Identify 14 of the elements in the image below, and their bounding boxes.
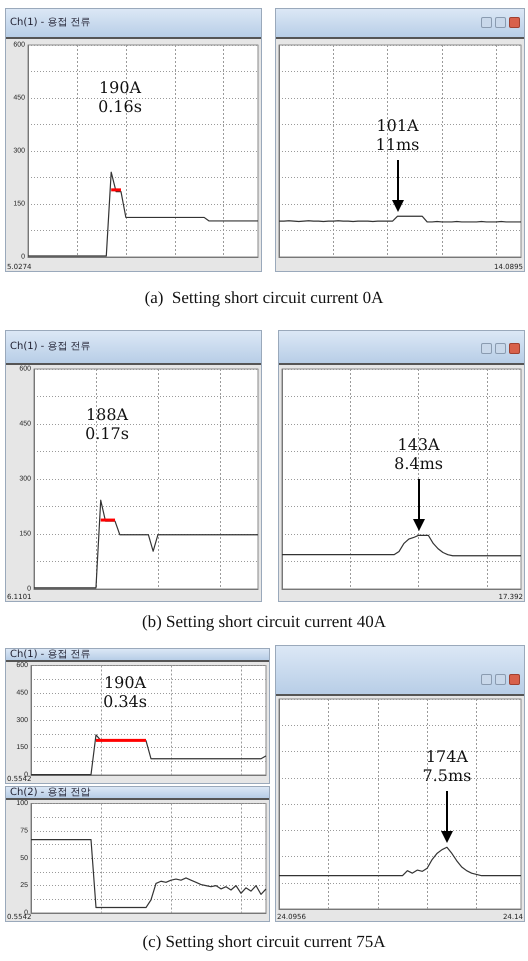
chart-title: Ch(2) - 용접 전압	[6, 786, 269, 800]
annotation: 188A 0.17s	[85, 405, 129, 443]
text: (b) Setting short circuit current 40A	[140, 612, 388, 632]
text: 101A 11ms	[376, 116, 420, 154]
chart-title: Ch(1) - 용접 전류	[6, 331, 261, 365]
text: (c) Setting short circuit current 75A	[141, 932, 387, 952]
chart-title: Ch(1) - 용접 전류	[6, 648, 269, 662]
text: (a) Setting short circuit current 0A	[144, 288, 384, 308]
annotation: 190A 0.34s	[103, 673, 147, 711]
annotation: 190A 0.16s	[98, 78, 142, 116]
text: 174A 7.5ms	[422, 747, 472, 786]
text: 143A 8.4ms	[394, 435, 443, 474]
chart-title: Ch(1) - 용접 전류	[6, 9, 261, 39]
line-series	[30, 839, 267, 908]
